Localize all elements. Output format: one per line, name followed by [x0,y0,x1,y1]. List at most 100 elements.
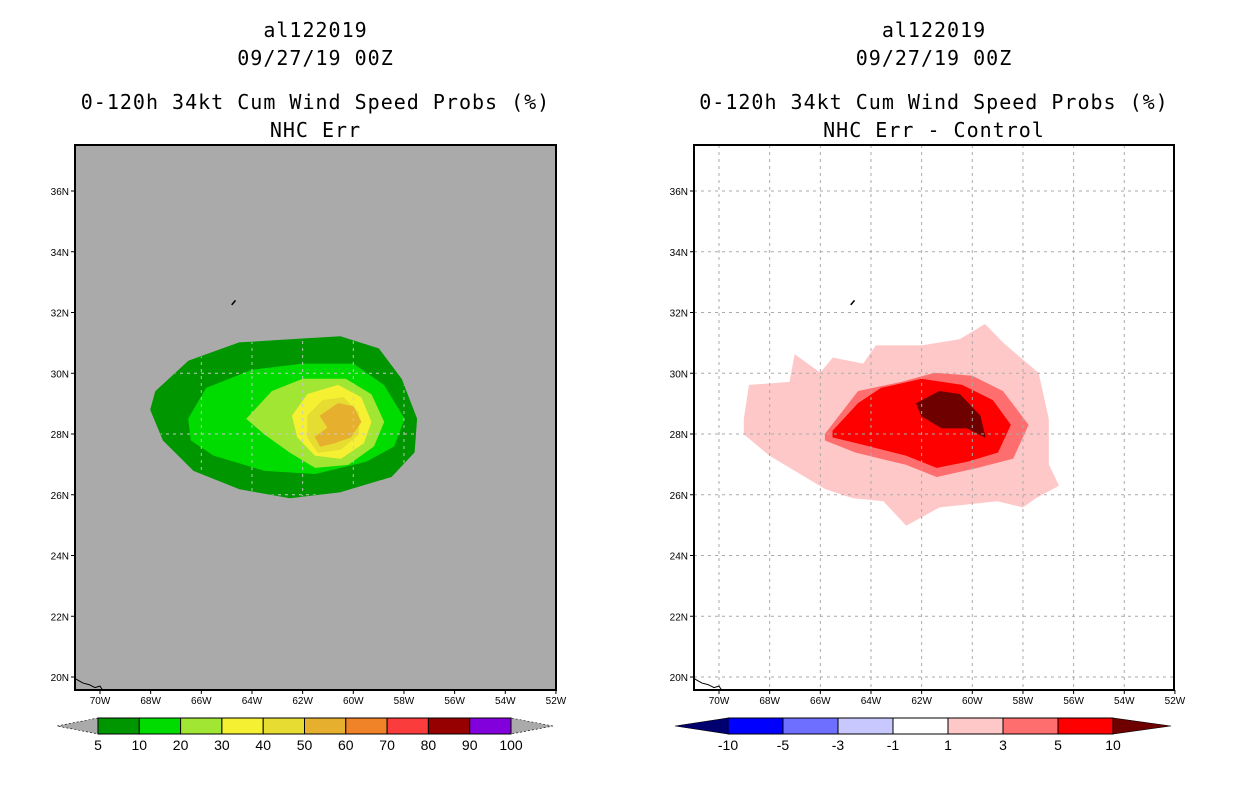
colorbar-label: 3 [999,737,1007,753]
contour-level-10 [916,391,986,438]
plot-area [75,145,556,690]
map-panel-difference: 70W 68W 66W 64W 62W 60W 58W 56W 54W 52W 20N 22N 24N 2… [670,144,1186,753]
colorbar-swatch [138,717,182,735]
colorbar-label: 1 [944,737,952,753]
colorbar-label: -5 [777,737,790,753]
colorbar-under-arrow [674,717,729,735]
y-tick-label: 22N [670,612,688,623]
colorbar-swatch [262,717,306,735]
x-tick-label: 56W [444,696,465,707]
contour-level-50 [314,403,362,447]
y-tick-label: 30N [51,369,69,380]
colorbar-over-arrow [510,717,554,735]
y-tick-label: 24N [670,552,688,563]
colorbar-label: 5 [94,737,102,753]
right-title-product: 0-120h 34kt Cum Wind Speed Probs (%) [699,90,1169,114]
colorbar-label: 70 [379,737,395,753]
coastline-hispaniola [75,678,104,690]
y-tick-label: 28N [51,430,69,441]
x-tick-label: 66W [191,696,212,707]
colorbar-swatch [427,717,471,735]
colorbar-swatch [727,717,784,735]
bermuda-island [231,299,237,306]
colorbar-label: 5 [1054,737,1062,753]
x-tick-label: 66W [810,696,831,707]
right-title-storm-id: al122019 [881,18,987,42]
y-tick-label: 20N [51,673,69,684]
plot-frame [74,144,557,691]
y-tick-label: 36N [670,187,688,198]
colorbar-swatch [892,717,949,735]
plot-frame [693,144,1175,691]
x-tick-label: 54W [495,696,516,707]
x-tick-label: 70W [709,696,730,707]
x-tick-label: 56W [1063,696,1084,707]
colorbar-swatch [97,717,140,735]
colorbar-swatch [782,717,839,735]
colorbar-swatch [304,717,347,735]
colorbar-swatch [837,717,894,735]
colorbar-label: 10 [132,737,148,753]
y-tick-label: 20N [670,673,688,684]
colorbar-swatch [345,717,388,735]
y-tick-label: 28N [670,430,688,441]
colorbar-under-arrow [56,717,99,735]
colorbar-label: 30 [214,737,230,753]
x-tick-label: 62W [292,696,313,707]
x-tick-label: 58W [394,696,415,707]
colorbar-label: -1 [887,737,900,753]
colorbar-swatch [386,717,429,735]
colorbar-label: 90 [462,737,478,753]
colorbar-swatch [1002,717,1059,735]
x-tick-label: 52W [1165,696,1186,707]
coastline-hispaniola [694,678,723,690]
colorbar: 5 10 20 30 40 50 60 70 80 90 100 [56,717,554,753]
right-title-datetime: 09/27/19 00Z [855,46,1013,70]
colorbar-swatch [1057,717,1114,735]
y-tick-label: 34N [51,248,69,259]
grid-lines [694,145,1174,690]
colorbar-label: 40 [255,737,271,753]
colorbar-swatch [469,717,512,735]
y-tick-label: 36N [51,187,69,198]
y-tick-label: 24N [51,552,69,563]
plot-area [694,145,1174,690]
y-tick-label: 32N [51,309,69,320]
colorbar-swatch [180,717,223,735]
x-tick-label: 62W [911,696,932,707]
y-tick-label: 26N [51,491,69,502]
y-tick-label: 34N [670,248,688,259]
x-tick-label: 54W [1114,696,1135,707]
x-tick-label: 68W [759,696,780,707]
left-title-datetime: 09/27/19 00Z [237,46,394,70]
colorbar-label: 100 [499,737,523,753]
colorbar-label: 20 [173,737,189,753]
left-title-subtitle: NHC Err [269,118,362,142]
y-tick-label: 22N [51,612,69,623]
y-tick-label: 32N [670,309,688,320]
colorbar-label: 50 [297,737,313,753]
colorbar-label: -10 [718,737,738,753]
x-tick-label: 64W [861,696,882,707]
x-tick-label: 70W [90,696,111,707]
colorbar: -10 -5 -3 -1 1 3 5 10 [674,717,1172,753]
grid-lines [75,145,556,690]
x-tick-label: 68W [140,696,161,707]
map-panel-nhc-err: 70W 68W 66W 64W 62W 60W 58W 56W 54W 52W 20N 22N 24N 2… [51,144,567,753]
colorbar-over-arrow [1112,717,1172,735]
colorbar-swatch [947,717,1004,735]
x-tick-label: 52W [546,696,567,707]
colorbar-swatch [221,717,264,735]
right-title-subtitle: NHC Err - Control [823,118,1045,142]
y-tick-label: 30N [670,369,688,380]
colorbar-label: 10 [1105,737,1121,753]
x-tick-label: 60W [962,696,983,707]
colorbar-label: 80 [421,737,437,753]
x-tick-label: 58W [1013,696,1034,707]
bermuda-island [850,299,856,306]
left-title-product: 0-120h 34kt Cum Wind Speed Probs (%) [80,90,551,114]
x-tick-label: 60W [343,696,364,707]
colorbar-label: -3 [832,737,845,753]
colorbar-label: 60 [338,737,354,753]
